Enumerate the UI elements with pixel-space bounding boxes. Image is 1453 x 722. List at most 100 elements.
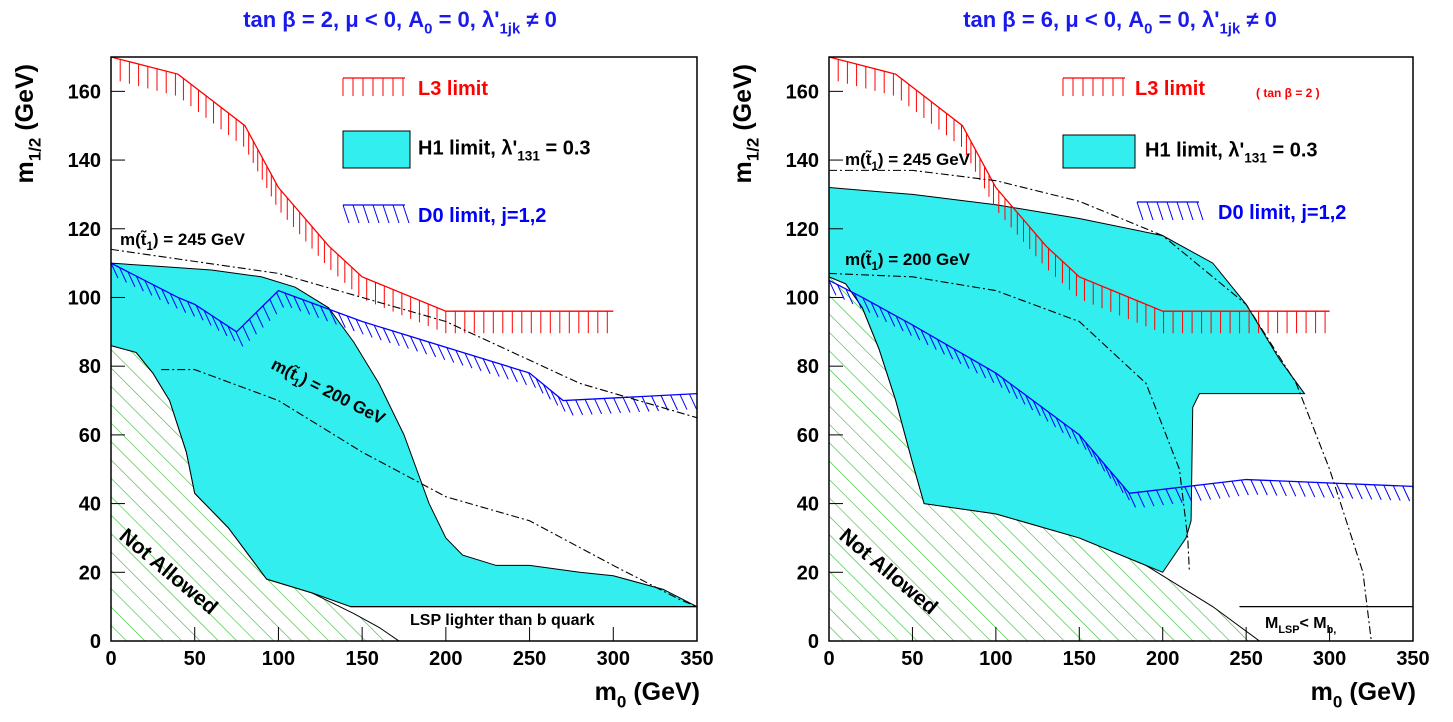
x-tick-label: 250 bbox=[1229, 648, 1262, 670]
x-axis-label-part: (GeV) bbox=[1342, 678, 1416, 706]
x-tick-label: 200 bbox=[429, 648, 462, 670]
hatch bbox=[1307, 481, 1316, 498]
hatch bbox=[1137, 492, 1146, 508]
hatch bbox=[382, 204, 390, 224]
y-tick-label: 160 bbox=[68, 81, 101, 103]
hatch bbox=[455, 350, 464, 366]
hatch bbox=[410, 336, 418, 352]
limit-line bbox=[829, 279, 1413, 494]
hatch bbox=[565, 400, 574, 416]
curve-label-part: 1 bbox=[871, 261, 878, 273]
hatch bbox=[836, 284, 845, 300]
hatch bbox=[1196, 201, 1204, 221]
hatch bbox=[144, 280, 153, 296]
hatch bbox=[211, 315, 220, 331]
legend-note: ( tan β = 2 ) bbox=[1256, 86, 1320, 100]
hatch bbox=[613, 397, 622, 414]
limit-line bbox=[829, 57, 1330, 312]
hatch bbox=[1025, 394, 1034, 411]
y-tick-label: 60 bbox=[79, 425, 101, 447]
hatch bbox=[679, 394, 688, 410]
hatch bbox=[622, 397, 631, 413]
hatch bbox=[994, 372, 1003, 388]
chart-title: tan β = 2, μ < 0, A0 = 0, λ'1jk ≠ 0 bbox=[243, 7, 557, 38]
legend-label-part: H1 limit, λ' bbox=[418, 138, 517, 160]
hatch bbox=[603, 398, 612, 414]
contour-line bbox=[161, 369, 697, 608]
hatch bbox=[437, 344, 446, 360]
y-axis-label-part: m bbox=[729, 161, 757, 183]
hatch bbox=[355, 319, 364, 335]
hatch bbox=[1165, 488, 1174, 505]
chart-title-part: ≠ 0 bbox=[520, 7, 557, 32]
hatch bbox=[1269, 480, 1278, 496]
hatch bbox=[1278, 480, 1287, 497]
hatch bbox=[1070, 428, 1079, 445]
y-tick-label: 0 bbox=[808, 631, 819, 653]
hatch bbox=[1109, 470, 1118, 486]
y-tick-label: 80 bbox=[79, 356, 101, 378]
chart-title-part: tan β = 6, μ < 0, A bbox=[963, 7, 1144, 32]
y-tick-label: 20 bbox=[797, 562, 819, 584]
chart-title-part: = 0, λ' bbox=[1152, 7, 1219, 32]
hatch bbox=[670, 394, 678, 411]
hatch bbox=[878, 306, 887, 323]
contour-line bbox=[829, 272, 1190, 573]
hatch bbox=[1186, 201, 1194, 221]
hatch bbox=[936, 339, 945, 355]
plot-area bbox=[111, 57, 697, 641]
hatch bbox=[928, 334, 937, 350]
x-tick-label: 300 bbox=[597, 648, 630, 670]
hatch bbox=[352, 204, 360, 224]
hatch bbox=[118, 267, 127, 283]
legend-label: H1 limit, λ'131 = 0.3 bbox=[418, 138, 591, 164]
legend-label-part: = 0.3 bbox=[540, 138, 591, 160]
x-tick-label: 150 bbox=[345, 648, 378, 670]
hatch bbox=[920, 329, 929, 346]
curve-label-part: ) = 245 GeV bbox=[153, 230, 246, 249]
hatch bbox=[945, 343, 954, 360]
hatch bbox=[829, 280, 837, 296]
hatch bbox=[1297, 481, 1306, 497]
hatch bbox=[227, 325, 236, 342]
x-tick-label: 50 bbox=[901, 648, 923, 670]
curve-label-part: LSP bbox=[1278, 624, 1299, 636]
y-tick-label: 100 bbox=[68, 287, 101, 309]
hatch bbox=[641, 396, 650, 412]
legend-label-part: L3 limit bbox=[1135, 78, 1205, 100]
hatch bbox=[1335, 483, 1344, 499]
plot-area bbox=[829, 57, 1413, 641]
hatch bbox=[402, 204, 410, 224]
hatch bbox=[195, 305, 204, 321]
curve-label: MLSP< Mb, bbox=[1265, 615, 1336, 636]
hatch bbox=[328, 309, 337, 325]
hatch bbox=[1040, 406, 1049, 422]
hatch bbox=[528, 372, 536, 388]
hatch bbox=[870, 302, 879, 318]
hatch bbox=[584, 399, 593, 415]
curve-label: m(t̃1) = 245 GeV bbox=[120, 230, 246, 253]
hatch bbox=[542, 384, 551, 400]
hatch bbox=[953, 348, 962, 365]
hatch bbox=[895, 315, 904, 332]
hatch bbox=[986, 367, 995, 384]
hatch bbox=[903, 320, 912, 336]
hatch bbox=[1063, 423, 1072, 439]
legend-label-part: L3 limit bbox=[418, 78, 488, 100]
legend-label: H1 limit, λ'131 = 0.3 bbox=[1145, 140, 1318, 166]
h1-region bbox=[111, 262, 697, 608]
x-tick-label: 50 bbox=[184, 648, 206, 670]
plot-frame bbox=[110, 56, 698, 642]
x-tick-label: 300 bbox=[1313, 648, 1346, 670]
x-tick-label: 0 bbox=[105, 648, 116, 670]
hatch bbox=[1364, 484, 1373, 500]
legend-label-part: H1 limit, λ' bbox=[1145, 140, 1244, 162]
hatch bbox=[400, 333, 409, 349]
hatch bbox=[169, 293, 178, 309]
hatch bbox=[1146, 201, 1154, 221]
hatch bbox=[482, 358, 491, 374]
x-tick-label: 150 bbox=[1063, 648, 1096, 670]
y-tick-label: 40 bbox=[79, 494, 101, 516]
curve-label-part: m(t̃ bbox=[845, 250, 872, 269]
hatch bbox=[660, 395, 669, 411]
